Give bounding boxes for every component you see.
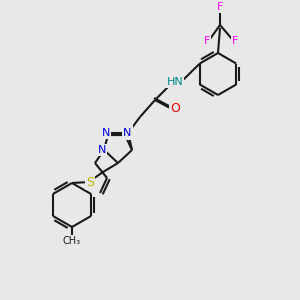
Text: S: S	[124, 125, 132, 139]
Text: S: S	[86, 176, 94, 188]
Text: HN: HN	[167, 77, 183, 87]
Text: F: F	[232, 36, 238, 46]
Text: O: O	[170, 101, 180, 115]
Text: F: F	[217, 2, 223, 12]
Text: F: F	[204, 36, 210, 46]
Text: CH₃: CH₃	[63, 236, 81, 246]
Text: N: N	[98, 145, 106, 155]
Text: N: N	[123, 128, 131, 138]
Text: N: N	[102, 128, 110, 138]
